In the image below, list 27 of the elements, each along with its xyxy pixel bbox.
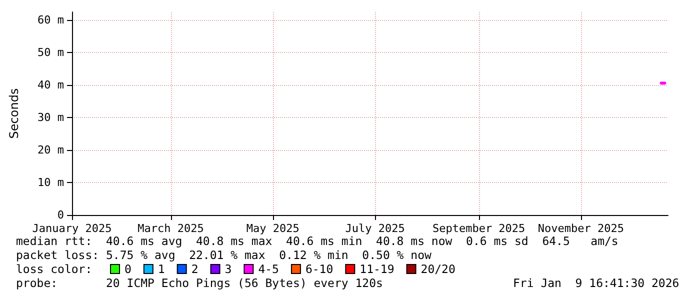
y-tick-label: 20 m (38, 144, 64, 157)
x-tick-label: January 2025 (32, 222, 112, 235)
x-tick-label: July 2025 (345, 222, 405, 235)
legend-label: 20/20 (420, 262, 456, 276)
y-tick-label: 0 (57, 208, 64, 222)
x-tick-label: September 2025 (432, 222, 526, 235)
legend-label: 3 (224, 262, 232, 276)
legend-title: loss color: (16, 262, 92, 276)
legend-label: 6-10 (305, 262, 334, 276)
legend-label: 4-5 (258, 262, 279, 276)
x-tick-label: November 2025 (538, 222, 624, 235)
text: Fri Jan 9 16:41:30 2026 (513, 276, 680, 290)
y-tick-label: 40 m (38, 78, 64, 92)
legend-label: 11-19 (360, 262, 394, 276)
legend-label: 2 (191, 262, 198, 276)
y-tick-label: 60 m (38, 14, 64, 27)
legend-label: 1 (158, 262, 165, 276)
y-tick-label: 30 m (38, 111, 64, 124)
x-tick-label: March 2025 (138, 222, 204, 235)
text: packet loss: 5.75 % avg 22.01 % max 0.12 % min 0.50 % now (16, 248, 432, 262)
x-tick-label: May 2025 (246, 222, 300, 235)
legend-label: 0 (124, 262, 132, 276)
y-axis-title: Seconds (7, 88, 21, 139)
text: median rtt: 40.6 ms avg 40.8 ms max 40.6 ms min 40.8 ms now 0.6 ms sd 64.5 am/s (16, 234, 618, 248)
text: probe: 20 ICMP Echo Pings (56 Bytes) every 120s (16, 276, 383, 290)
y-tick-label: 50 m (38, 46, 64, 60)
y-tick-label: 10 m (38, 176, 64, 190)
